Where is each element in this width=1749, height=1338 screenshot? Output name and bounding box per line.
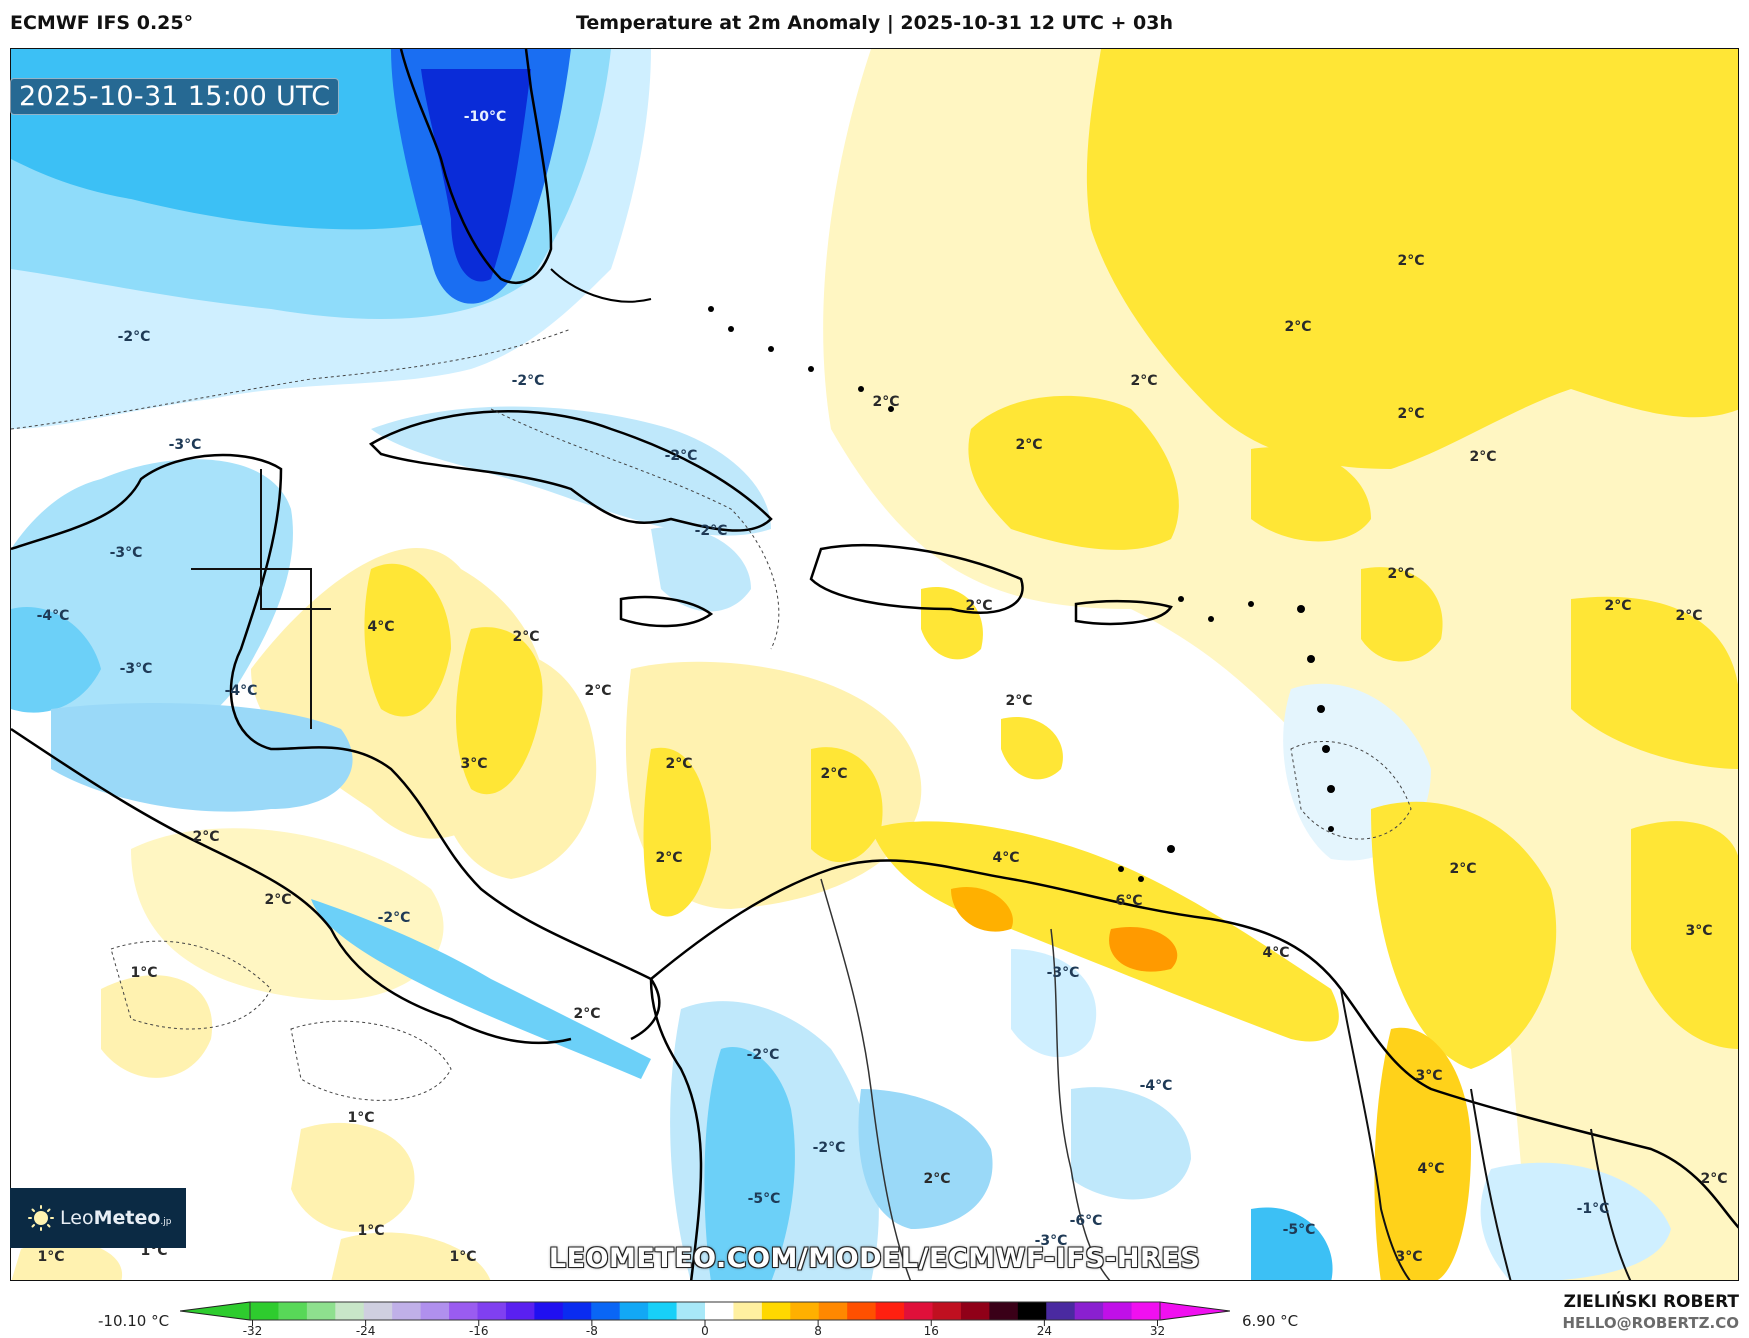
contour-label: 2°C bbox=[1015, 437, 1043, 453]
colorbar-min-value: -10.10 °C bbox=[98, 1312, 170, 1330]
colorbar-tick-label: 16 bbox=[923, 1324, 939, 1338]
colorbar bbox=[180, 1301, 1230, 1326]
contour-label: 1°C bbox=[37, 1249, 65, 1265]
contour-label: 1°C bbox=[449, 1249, 477, 1265]
contour-label: 2°C bbox=[1284, 319, 1312, 335]
contour-label: 2°C bbox=[872, 394, 900, 410]
contour-label: -5°C bbox=[1282, 1222, 1316, 1238]
contour-label: -3°C bbox=[168, 437, 202, 453]
logo-text: LeoMeteo.jp bbox=[60, 1207, 172, 1229]
colorbar-tick-label: -8 bbox=[585, 1324, 598, 1338]
contour-label: 2°C bbox=[1469, 449, 1497, 465]
colorbar-tick-label: 24 bbox=[1036, 1324, 1053, 1338]
contour-label: 3°C bbox=[1685, 923, 1713, 939]
contour-label: 4°C bbox=[367, 619, 395, 635]
contour-label: 2°C bbox=[264, 892, 292, 908]
contour-label: 1°C bbox=[357, 1223, 385, 1239]
contour-label: 2°C bbox=[1397, 253, 1425, 269]
sun-icon bbox=[28, 1205, 54, 1231]
contour-label: 2°C bbox=[1005, 693, 1033, 709]
contour-label: 2°C bbox=[512, 629, 540, 645]
anomaly-map[interactable]: -10°C -2°C -2°C -3°C -2°C -2°C -3°C -4°C -3°C -4°… bbox=[10, 48, 1739, 1281]
contour-label: 2°C bbox=[820, 766, 848, 782]
contour-label: -4°C bbox=[224, 683, 258, 699]
contour-label: -2°C bbox=[511, 373, 545, 389]
author-name: ZIELIŃSKI ROBERT bbox=[1563, 1292, 1739, 1312]
contour-label: -2°C bbox=[694, 523, 728, 539]
contour-label: 4°C bbox=[1262, 945, 1290, 961]
contour-label: 3°C bbox=[1395, 1249, 1423, 1265]
map-fields bbox=[11, 49, 1738, 1280]
contour-label: 2°C bbox=[1700, 1171, 1728, 1187]
chart-title: Temperature at 2m Anomaly | 2025-10-31 1… bbox=[575, 12, 1174, 34]
colorbar-tick-label: 8 bbox=[814, 1324, 822, 1338]
contour-label: 2°C bbox=[965, 598, 993, 614]
contour-label: -3°C bbox=[1046, 965, 1080, 981]
contour-label: 1°C bbox=[130, 965, 158, 981]
contour-label: 3°C bbox=[460, 756, 488, 772]
colorbar-tick-label: -24 bbox=[355, 1324, 376, 1338]
contour-label: 6°C bbox=[1115, 893, 1143, 909]
contour-label: -10°C bbox=[463, 109, 507, 125]
contour-label: 2°C bbox=[1397, 406, 1425, 422]
contour-label: 2°C bbox=[655, 850, 683, 866]
contour-label: 2°C bbox=[1130, 373, 1158, 389]
contour-label: -2°C bbox=[746, 1047, 780, 1063]
contour-label: 2°C bbox=[665, 756, 693, 772]
contour-label: 2°C bbox=[1387, 566, 1415, 582]
contour-label: -2°C bbox=[664, 448, 698, 464]
contour-label: 3°C bbox=[1415, 1068, 1443, 1084]
contour-label: -3°C bbox=[119, 661, 153, 677]
leometeo-logo[interactable]: LeoMeteo.jp bbox=[10, 1188, 186, 1248]
source-url-watermark: LEOMETEO.COM/MODEL/ECMWF-IFS-HRES bbox=[548, 1243, 1201, 1274]
contour-label: 4°C bbox=[1417, 1161, 1445, 1177]
contour-label: -6°C bbox=[1069, 1213, 1103, 1229]
contour-label: -5°C bbox=[747, 1191, 781, 1207]
contour-label: -2°C bbox=[812, 1140, 846, 1156]
contour-label: -4°C bbox=[36, 608, 70, 624]
colorbar-tick-label: 0 bbox=[701, 1324, 709, 1338]
colorbar-tick-label: -16 bbox=[468, 1324, 489, 1338]
contour-label: -4°C bbox=[1139, 1078, 1173, 1094]
colorbar-tick-label: 32 bbox=[1149, 1324, 1166, 1338]
contour-label: 2°C bbox=[584, 683, 612, 699]
model-title: ECMWF IFS 0.25° bbox=[10, 12, 194, 34]
contour-label: 2°C bbox=[923, 1171, 951, 1187]
contour-label: 2°C bbox=[1675, 608, 1703, 624]
contour-label: 4°C bbox=[992, 850, 1020, 866]
colorbar-tick-label: -32 bbox=[242, 1324, 263, 1338]
contour-label: 2°C bbox=[1604, 598, 1632, 614]
contour-label: -3°C bbox=[1034, 1233, 1068, 1249]
colorbar-max-value: 6.90 °C bbox=[1242, 1312, 1299, 1330]
contour-label: 2°C bbox=[1449, 861, 1477, 877]
contour-label: -3°C bbox=[109, 545, 143, 561]
contour-label: 2°C bbox=[573, 1006, 601, 1022]
contour-label: 2°C bbox=[192, 829, 220, 845]
contour-label: -2°C bbox=[117, 329, 151, 345]
contour-label: -1°C bbox=[1576, 1201, 1610, 1217]
author-email[interactable]: HELLO@ROBERTZ.CO bbox=[1562, 1314, 1739, 1332]
contour-label: -2°C bbox=[377, 910, 411, 926]
valid-time-badge: 2025-10-31 15:00 UTC bbox=[10, 78, 340, 115]
contour-label: 1°C bbox=[347, 1110, 375, 1126]
